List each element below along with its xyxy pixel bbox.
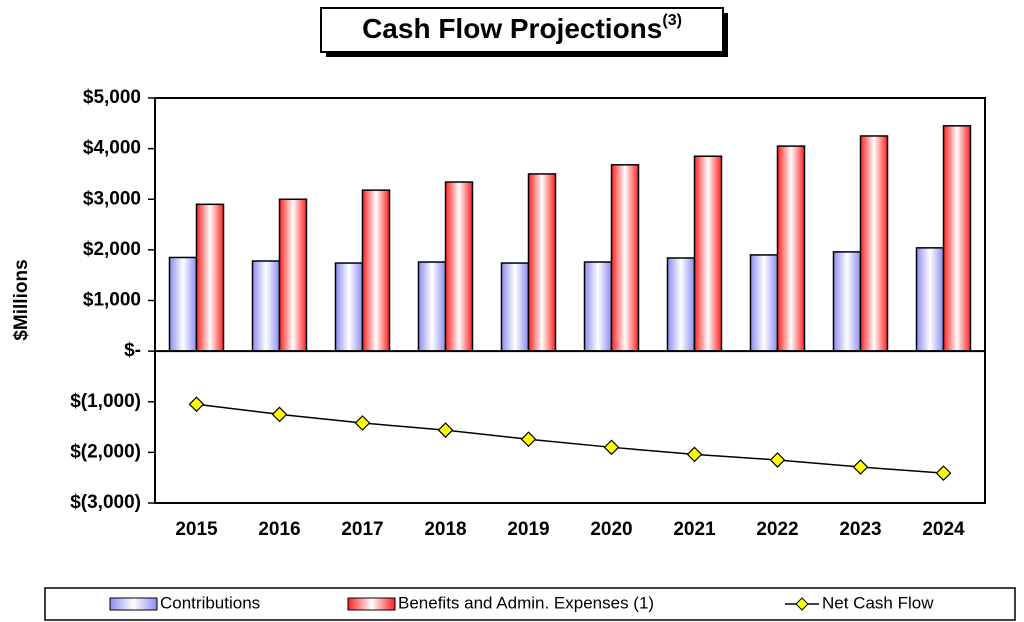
marker xyxy=(271,406,288,423)
legend-label: Benefits and Admin. Expenses (1) xyxy=(398,593,654,612)
bar xyxy=(168,256,198,352)
legend-label: Contributions xyxy=(160,593,260,612)
legend-label: Net Cash Flow xyxy=(822,593,934,612)
legend-swatch xyxy=(347,597,396,611)
x-tick-label: 2024 xyxy=(922,519,965,540)
y-tick-label: $4,000 xyxy=(83,138,141,159)
marker xyxy=(188,396,205,413)
y-tick-label: $2,000 xyxy=(83,239,141,260)
legend-swatch xyxy=(109,597,158,611)
marker xyxy=(686,446,703,463)
y-tick-label: $(3,000) xyxy=(70,492,141,513)
bar xyxy=(942,125,972,352)
bar xyxy=(583,261,613,352)
marker xyxy=(852,459,869,475)
legend-marker xyxy=(795,597,809,611)
bar xyxy=(417,261,447,352)
bar xyxy=(195,203,225,352)
bar xyxy=(859,135,889,352)
y-tick-label: $3,000 xyxy=(83,188,141,209)
bar xyxy=(500,262,530,352)
x-tick-label: 2015 xyxy=(175,519,218,540)
marker xyxy=(603,439,620,456)
x-tick-label: 2020 xyxy=(590,519,632,540)
bar xyxy=(527,173,557,352)
bar xyxy=(334,262,364,352)
y-tick-label: $1,000 xyxy=(83,290,141,311)
y-axis-label: $Millions xyxy=(11,259,32,340)
bar xyxy=(444,181,474,352)
marker xyxy=(769,452,786,468)
bar xyxy=(666,257,696,352)
bar xyxy=(610,164,640,352)
line xyxy=(196,403,944,474)
x-tick-label: 2017 xyxy=(341,519,383,540)
title-box xyxy=(320,7,724,53)
marker xyxy=(354,415,371,431)
y-tick-label: $(1,000) xyxy=(70,391,141,412)
y-tick-label: $(2,000) xyxy=(70,441,141,462)
marker xyxy=(437,422,454,438)
y-tick-label: $5,000 xyxy=(83,87,141,108)
bar xyxy=(361,189,391,352)
bar xyxy=(915,247,945,352)
bar xyxy=(749,254,779,352)
chart-title: Cash Flow Projections(3) xyxy=(362,12,682,44)
x-tick-label: 2018 xyxy=(424,519,466,540)
x-tick-label: 2019 xyxy=(507,519,549,540)
legend-box xyxy=(44,587,1016,621)
x-tick-label: 2023 xyxy=(839,519,881,540)
bar xyxy=(278,198,308,352)
marker xyxy=(520,431,537,448)
bar xyxy=(693,155,723,352)
bar xyxy=(832,251,862,352)
title-text: Cash Flow Projections xyxy=(362,13,662,44)
marker xyxy=(935,465,952,481)
x-tick-label: 2021 xyxy=(673,519,716,540)
title-superscript: (3) xyxy=(662,12,682,29)
x-tick-label: 2022 xyxy=(756,519,798,540)
bar xyxy=(251,260,281,352)
y-tick-label: $- xyxy=(124,340,141,361)
x-tick-label: 2016 xyxy=(258,519,300,540)
bar xyxy=(776,145,806,352)
